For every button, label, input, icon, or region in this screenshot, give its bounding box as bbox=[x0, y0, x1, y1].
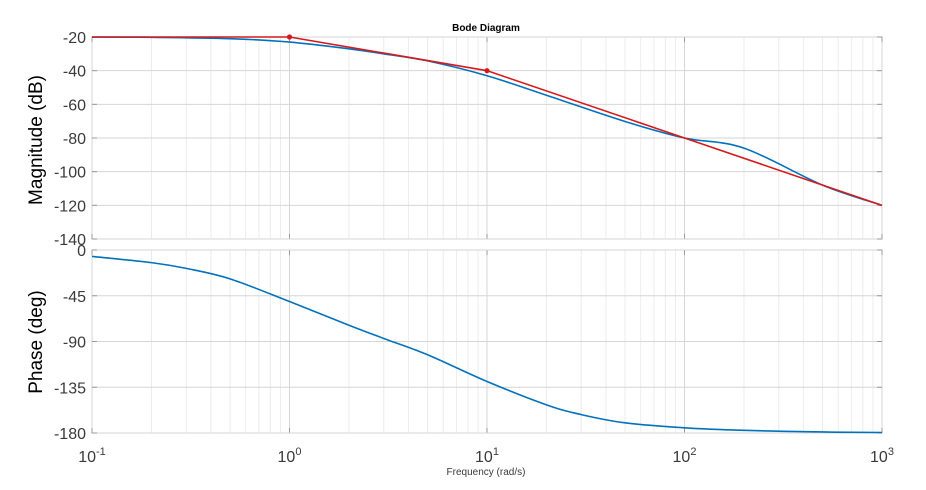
frequency-x-tick-label: 103 bbox=[870, 446, 894, 466]
phase-y-tick-label: -45 bbox=[63, 289, 86, 306]
magnitude-y-tick-label: -140 bbox=[54, 232, 86, 249]
magnitude-panel: -20 -40 -60 -80 -100 -120 -140 Magnitude (dB) bbox=[26, 30, 883, 249]
frequency-x-tick-label: 100 bbox=[278, 446, 302, 466]
phase-grid bbox=[91, 249, 883, 434]
magnitude-y-tick-label: -60 bbox=[63, 97, 86, 114]
magnitude-response-line bbox=[91, 36, 883, 207]
magnitude-y-tick-label: -120 bbox=[54, 198, 86, 215]
frequency-x-tick-label: 10-1 bbox=[78, 446, 106, 466]
magnitude-y-tick-label: -100 bbox=[54, 165, 86, 182]
magnitude-y-tick-label: -40 bbox=[63, 64, 86, 81]
phase-y-tick-label: -180 bbox=[54, 426, 86, 443]
magnitude-y-tick-label: -80 bbox=[63, 131, 86, 148]
chart-title: Bode Diagram bbox=[452, 23, 520, 34]
phase-y-ticks: 0 -45 -90 -135 -180 bbox=[54, 243, 86, 443]
frequency-x-ticks: 10-1 100 101 102 103 bbox=[78, 446, 894, 466]
phase-series bbox=[91, 255, 883, 434]
phase-y-tick-label: -135 bbox=[54, 380, 86, 397]
phase-y-tick-label: 0 bbox=[77, 243, 86, 260]
magnitude-grid bbox=[91, 36, 883, 240]
magnitude-y-ticks: -20 -40 -60 -80 -100 -120 -140 bbox=[54, 30, 86, 249]
frequency-x-tick-label: 101 bbox=[475, 446, 499, 466]
frequency-x-axis-label: Frequency (rad/s) bbox=[447, 467, 526, 478]
magnitude-corner-marker bbox=[484, 68, 490, 74]
phase-y-axis-label: Phase (deg) bbox=[26, 290, 47, 394]
frequency-x-tick-label: 102 bbox=[673, 446, 697, 466]
phase-panel: 0 -45 -90 -135 -180 Phase (deg) bbox=[26, 243, 883, 443]
phase-y-tick-label: -90 bbox=[63, 335, 86, 352]
magnitude-corner-marker bbox=[286, 34, 293, 40]
magnitude-series bbox=[91, 34, 883, 207]
phase-response-line bbox=[91, 255, 883, 434]
magnitude-y-tick-label: -20 bbox=[63, 30, 86, 47]
magnitude-y-axis-label: Magnitude (dB) bbox=[26, 75, 47, 205]
